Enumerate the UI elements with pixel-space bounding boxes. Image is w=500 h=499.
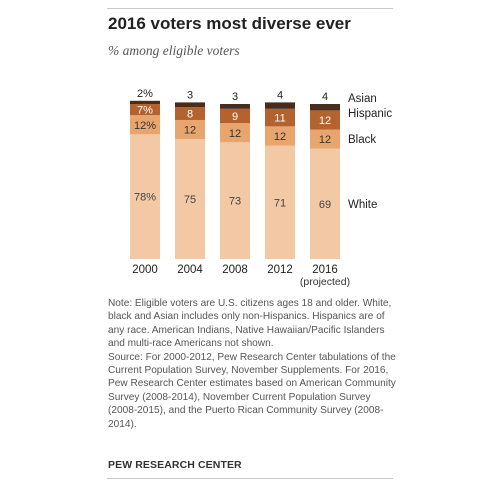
bar-segment-black-2016 <box>310 129 340 149</box>
bar-segment-hispanic-2000 <box>130 103 160 116</box>
bar-segment-black-2012 <box>265 126 295 146</box>
data-label-asian-2000: 2% <box>137 88 153 100</box>
bar-segment-black-2008 <box>220 123 250 143</box>
legend-label-asian: Asian <box>348 93 377 105</box>
note-block: Note: Eligible voters are U.S. citizens … <box>108 297 396 431</box>
stacked-bar-chart: 78% 12% 7% 2% 2000 75 12 8 3 2004 73 12 9 3 2008 71 12 11… <box>130 88 392 288</box>
bar-segment-black-2000 <box>130 115 160 135</box>
bar-segment-white-2000 <box>130 134 160 259</box>
chart-title: 2016 voters most diverse ever <box>108 14 351 33</box>
bar-segment-hispanic-2016 <box>310 110 340 130</box>
bar-segment-white-2016 <box>310 148 340 259</box>
bar-segment-hispanic-2008 <box>220 108 250 124</box>
data-label-black-2004: 12 <box>184 125 196 137</box>
data-label-asian-2008: 3 <box>232 91 238 103</box>
bar-segment-white-2008 <box>220 142 250 259</box>
data-label-white-2016: 69 <box>319 199 331 211</box>
x-tick-label-2008: 2008 <box>222 264 248 276</box>
bar-segment-asian-2012 <box>265 102 295 109</box>
data-label-hispanic-2004: 8 <box>187 109 193 121</box>
chart-subtitle: % among eligible voters <box>108 43 240 58</box>
data-label-hispanic-2000: 7% <box>137 105 153 117</box>
data-label-hispanic-2012: 11 <box>274 113 285 125</box>
bar-segment-asian-2000 <box>130 100 160 104</box>
data-label-hispanic-2016: 12 <box>319 115 331 127</box>
bar-segment-black-2004 <box>175 119 205 140</box>
data-label-white-2008: 73 <box>229 196 241 208</box>
bar-segment-asian-2008 <box>220 103 250 109</box>
data-label-white-2004: 75 <box>184 194 196 206</box>
data-label-white-2012: 71 <box>274 197 286 209</box>
bar-segment-hispanic-2012 <box>265 108 295 127</box>
bar-segment-white-2012 <box>265 145 295 259</box>
x-tick-label-2012: 2012 <box>267 264 293 276</box>
bar-segment-asian-2016 <box>310 103 340 111</box>
top-rule <box>107 8 393 9</box>
legend-label-white: White <box>348 199 377 211</box>
source-org-label: PEW RESEARCH CENTER <box>108 459 242 471</box>
x-tick-label-2016: 2016 <box>312 264 338 276</box>
note-text: Note: Eligible voters are U.S. citizens … <box>108 298 392 350</box>
data-label-black-2016: 12 <box>319 134 331 146</box>
legend-label-hispanic: Hispanic <box>348 108 392 120</box>
data-label-asian-2012: 4 <box>277 89 283 101</box>
x-tick-sublabel-2016: (projected) <box>300 276 350 288</box>
x-tick-label-2004: 2004 <box>177 264 203 276</box>
data-label-black-2008: 12 <box>229 128 241 140</box>
data-label-hispanic-2008: 9 <box>232 111 238 123</box>
source-text: Source: For 2000-2012, Pew Research Cent… <box>108 351 396 430</box>
bar-segment-asian-2004 <box>175 102 205 108</box>
data-label-black-2012: 12 <box>274 131 286 143</box>
data-label-white-2000: 78% <box>134 192 156 204</box>
data-label-asian-2004: 3 <box>187 89 193 101</box>
data-label-asian-2016: 4 <box>322 91 328 103</box>
x-tick-label-2000: 2000 <box>132 264 158 276</box>
bar-segment-hispanic-2004 <box>175 107 205 120</box>
data-label-black-2000: 12% <box>134 120 156 132</box>
legend-label-black: Black <box>348 134 376 146</box>
bar-segment-white-2004 <box>175 139 205 259</box>
bottom-rule <box>107 478 393 479</box>
